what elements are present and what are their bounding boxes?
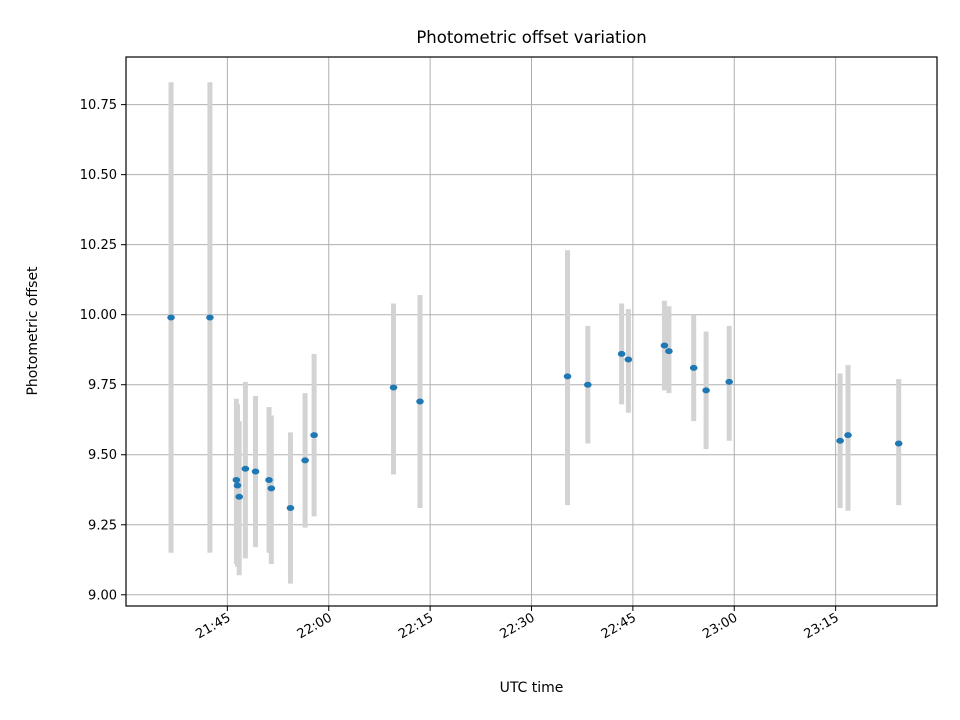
data-points (167, 314, 903, 511)
y-tick-label: 9.25 (88, 518, 117, 533)
data-point (310, 432, 318, 439)
error-bars (168, 82, 902, 584)
y-tick-label: 9.00 (88, 588, 117, 603)
data-point (844, 432, 852, 439)
x-axis-ticks: 21:45 22:00 22:15 22:30 22:45 23:00 23:15 (193, 606, 842, 642)
data-point (167, 314, 175, 321)
data-point (416, 398, 424, 405)
data-point (563, 373, 572, 380)
x-tick-label: 23:00 (700, 610, 740, 642)
x-tick-label: 21:45 (193, 610, 233, 642)
data-point (267, 485, 276, 492)
data-point (206, 314, 214, 321)
x-axis-label: UTC time (500, 680, 564, 696)
x-tick-label: 22:45 (599, 610, 639, 642)
data-point (233, 482, 242, 489)
data-point (265, 476, 273, 483)
x-tick-label: 22:00 (295, 610, 335, 642)
data-point (665, 348, 673, 355)
y-axis-ticks: 9.00 9.25 9.50 9.75 10.00 10.25 10.50 10.75 (80, 98, 126, 603)
data-point (725, 378, 733, 385)
data-point (301, 457, 309, 464)
y-tick-label: 9.75 (88, 378, 117, 393)
x-tick-label: 22:30 (498, 610, 538, 642)
chart-title: Photometric offset variation (416, 28, 646, 47)
y-tick-label: 9.50 (88, 448, 117, 463)
y-tick-label: 10.00 (80, 308, 117, 323)
data-point (689, 364, 698, 371)
data-point (617, 350, 626, 357)
data-point (624, 356, 633, 363)
x-tick-label: 23:15 (802, 610, 842, 642)
data-point (660, 342, 669, 349)
data-point (702, 387, 710, 394)
data-point (894, 440, 903, 447)
grid (126, 57, 937, 606)
data-point (584, 381, 592, 388)
y-tick-label: 10.25 (80, 238, 117, 253)
data-point (251, 468, 260, 475)
y-axis-label: Photometric offset (25, 266, 41, 396)
y-tick-label: 10.75 (80, 98, 117, 113)
data-point (241, 465, 250, 472)
x-tick-label: 22:15 (396, 610, 436, 642)
data-point (232, 476, 241, 483)
data-point (286, 504, 295, 511)
y-tick-label: 10.50 (80, 168, 117, 183)
data-point (389, 384, 398, 391)
data-point (836, 437, 844, 444)
data-point (235, 493, 244, 500)
